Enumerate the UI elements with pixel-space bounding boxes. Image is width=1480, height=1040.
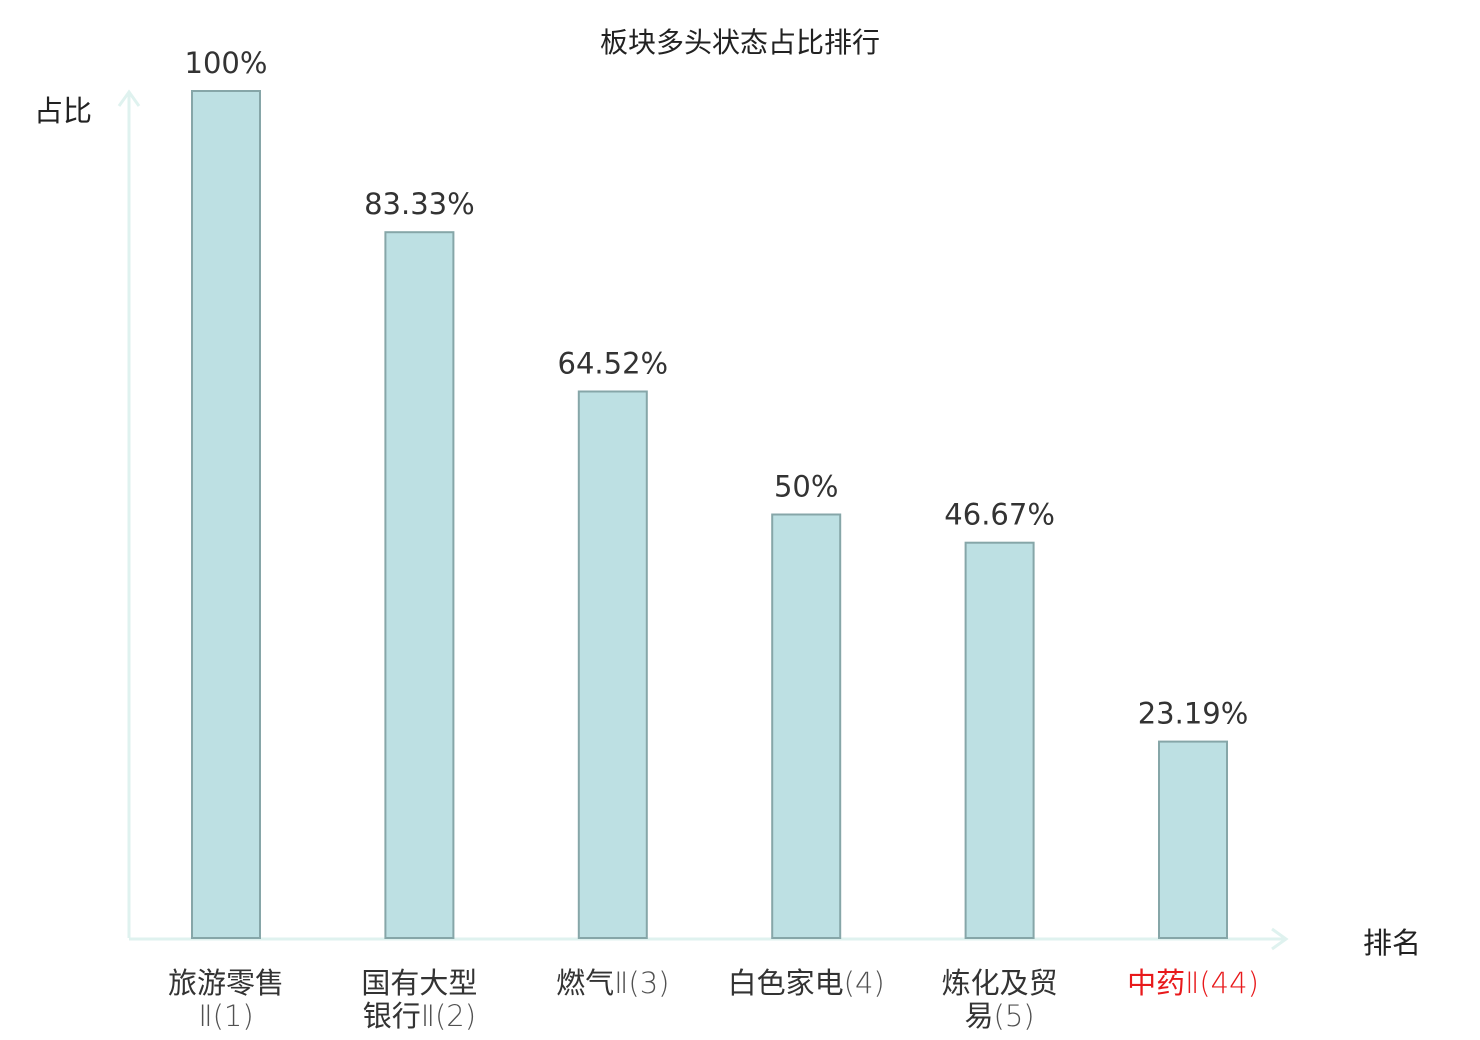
x-tick-label-6: 中药Ⅱ(44) xyxy=(1127,966,1259,1000)
bar-4 xyxy=(771,513,842,939)
x-tick-label-3: 燃气Ⅱ(3) xyxy=(556,966,669,1000)
x-axis-label: 排名 xyxy=(1363,926,1421,960)
x-tick-label-1-line-1: 旅游零售 xyxy=(168,966,284,1000)
x-axis: 排名 xyxy=(129,926,1421,960)
y-axis-arrowhead xyxy=(117,89,141,107)
chart-title: 板块多头状态占比排行 xyxy=(600,26,880,59)
x-tick-label-5-line-2: 易(5) xyxy=(965,999,1035,1033)
value-label-4: 50% xyxy=(774,470,838,504)
bar-5 xyxy=(964,541,1035,939)
x-tick-label-4: 白色家电(4) xyxy=(728,966,885,1000)
bars-group xyxy=(191,90,1228,939)
x-tick-label-2-line-2: 银行Ⅱ(2) xyxy=(363,999,476,1033)
x-axis-arrowhead xyxy=(1271,927,1289,951)
value-label-1: 100% xyxy=(185,46,268,80)
x-tick-label-2-line-1: 国有大型 xyxy=(361,966,477,1000)
value-label-3: 64.52% xyxy=(558,347,669,381)
bar-3 xyxy=(577,390,648,939)
value-label-6: 23.19% xyxy=(1138,697,1249,731)
x-tick-label-1-line-2: Ⅱ(1) xyxy=(198,999,253,1033)
bar-2 xyxy=(384,231,455,939)
value-label-5: 46.67% xyxy=(944,498,1055,532)
y-axis-label: 占比 xyxy=(34,94,92,128)
value-labels-group: 100% 83.33% 64.52% 50% 46.67% 23.19% xyxy=(185,46,1249,731)
x-tick-label-5-line-1: 炼化及贸 xyxy=(942,966,1058,1000)
bar-6 xyxy=(1158,740,1228,939)
value-label-2: 83.33% xyxy=(364,187,475,221)
bar-1 xyxy=(191,90,261,939)
y-axis: 占比 xyxy=(34,89,141,938)
